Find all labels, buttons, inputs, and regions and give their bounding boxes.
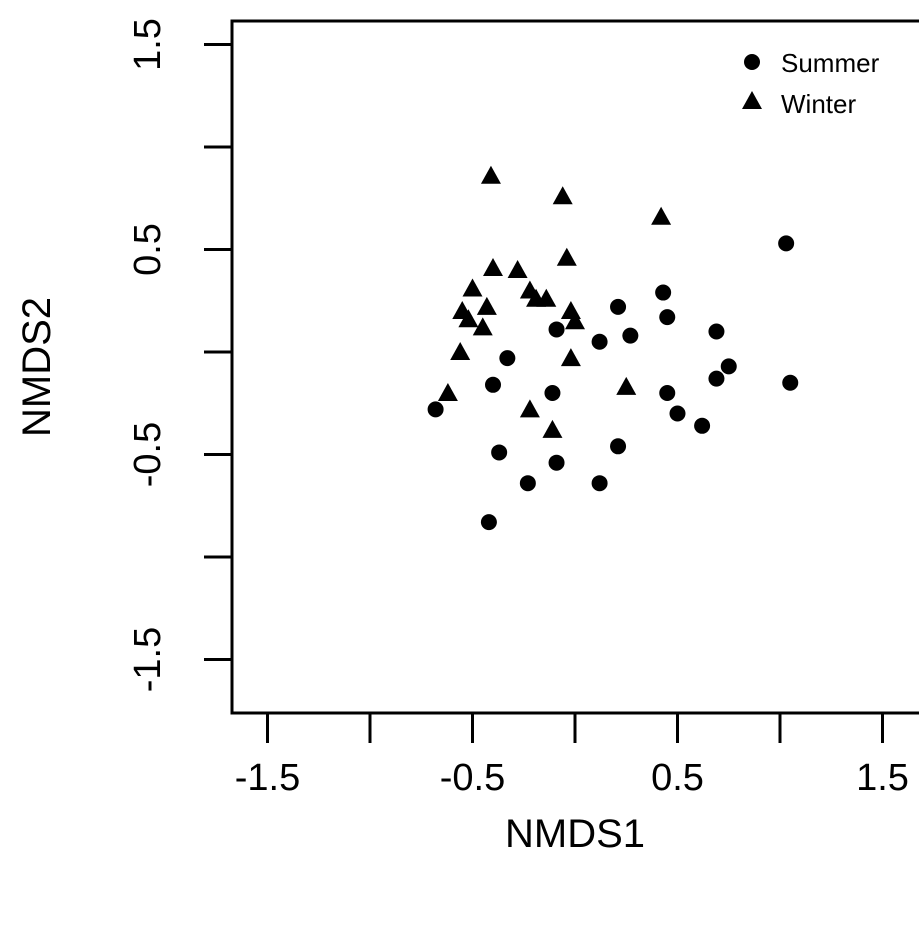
x-tick-label: -1.5 [235,757,300,799]
summer-point [721,358,737,374]
summer-point [481,514,497,530]
summer-point [499,350,515,366]
data-points [428,166,799,530]
summer-point [544,385,560,401]
summer-point [659,309,675,325]
winter-point [463,278,483,296]
legend-winter-label: Winter [781,89,856,119]
legend-summer-label: Summer [781,48,880,78]
y-tick-label: 1.5 [127,18,169,71]
summer-point [708,371,724,387]
summer-point [610,299,626,315]
summer-point [491,444,507,460]
summer-point [549,455,565,471]
x-tick-label: -0.5 [440,757,505,799]
winter-point [542,420,562,438]
winter-point [553,186,573,204]
winter-point [438,383,458,401]
y-tick-label: -0.5 [127,422,169,487]
y-tick-label: -1.5 [127,627,169,692]
legend: Summer Winter [742,48,880,119]
summer-point [610,438,626,454]
x-axis: -1.5 -0.5 0.5 1.5 [235,713,909,799]
winter-point [477,297,497,315]
summer-point [592,334,608,350]
summer-point [655,285,671,301]
winter-point [557,248,577,266]
y-tick-label: 0.5 [127,223,169,276]
summer-point [520,475,536,491]
y-axis-title: NMDS2 [15,297,59,437]
summer-point [778,235,794,251]
y-axis: -1.5 -0.5 0.5 1.5 [127,18,232,692]
winter-point [481,166,501,184]
legend-winter-marker [742,91,762,109]
plot-frame [232,21,919,713]
x-tick-label: 0.5 [651,757,704,799]
winter-point [450,342,470,360]
summer-point [708,324,724,340]
x-axis-title: NMDS1 [505,812,645,856]
summer-point [592,475,608,491]
summer-point [659,385,675,401]
summer-point [485,377,501,393]
winter-point [520,399,540,417]
winter-point [561,301,581,319]
summer-point [428,401,444,417]
summer-point [782,375,798,391]
summer-point [670,406,686,422]
summer-point [694,418,710,434]
winter-point [616,377,636,395]
winter-point [483,258,503,276]
legend-summer-marker [744,54,760,70]
winter-point [651,207,671,225]
summer-point [622,328,638,344]
summer-point [549,321,565,337]
winter-point [561,348,581,366]
x-tick-label: 1.5 [856,757,909,799]
winter-point [508,260,528,278]
